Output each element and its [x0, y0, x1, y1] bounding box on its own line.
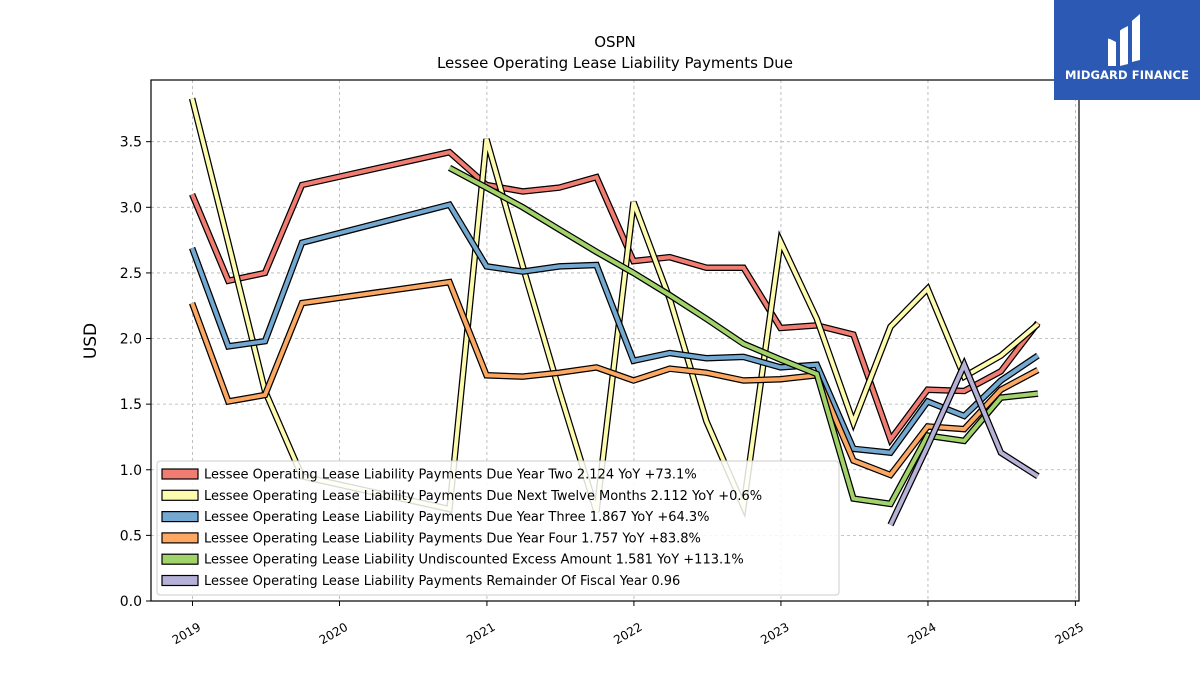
legend-swatch [161, 574, 199, 587]
y-axis: 0.0 0.5 1.0 1.5 2.0 2.5 3.0 3.5 [120, 135, 151, 610]
y-tick-label: 0.5 [120, 528, 142, 544]
y-tick-label: 2.0 [120, 332, 142, 348]
y-axis-label: USD [81, 323, 101, 359]
series-line-4 [190, 279, 1039, 478]
series-outline-1 [189, 148, 1041, 447]
plot-frame [150, 79, 1080, 602]
y-tick-label: 1.0 [120, 463, 142, 479]
y-tick-label: 2.5 [120, 266, 142, 282]
y-tick-label: 0.0 [120, 594, 142, 610]
legend-label: Lessee Operating Lease Liability Payment… [204, 489, 762, 504]
x-tick-label: 2019 [170, 620, 203, 647]
y-tick-label: 1.5 [120, 397, 142, 413]
logo-mark-icon [1107, 10, 1141, 66]
legend-label: Lessee Operating Lease Liability Payment… [204, 574, 680, 589]
legend-label: Lessee Operating Lease Liability Payment… [204, 468, 697, 483]
legend-label: Lessee Operating Lease Liability Payment… [204, 510, 710, 525]
series-line-3 [190, 202, 1040, 455]
series-line-6 [888, 359, 1039, 526]
legend-swatch [161, 532, 199, 544]
x-tick-label: 2021 [464, 620, 497, 647]
legend-swatch [161, 511, 199, 523]
x-tick-label: 2024 [905, 620, 938, 647]
legend-swatch [161, 553, 199, 565]
legend-box [156, 460, 840, 596]
legend-label: Lessee Operating Lease Liability Undisco… [204, 553, 744, 568]
x-tick-label: 2022 [611, 620, 644, 647]
company-logo: MIDGARD FINANCE [1054, 0, 1200, 100]
x-tick-label: 2020 [317, 620, 350, 647]
chart-subtitle: Lessee Operating Lease Liability Payment… [437, 54, 793, 72]
chart-title: OSPN [594, 33, 636, 51]
logo-text: MIDGARD FINANCE [1064, 68, 1190, 82]
legend-swatch [161, 468, 199, 480]
legend-swatch [161, 489, 199, 501]
series-line-1 [190, 150, 1040, 444]
legend-label: Lessee Operating Lease Liability Payment… [204, 531, 701, 546]
legend: Lessee Operating Lease Liability Payment… [156, 460, 840, 596]
x-tick-label: 2023 [758, 620, 791, 647]
x-tick-label: 2025 [1053, 620, 1086, 647]
y-tick-label: 3.5 [120, 135, 142, 151]
y-tick-label: 3.0 [120, 200, 142, 216]
x-axis: 2019 2020 2021 2022 2023 2024 2025 [170, 601, 1086, 647]
series-line-5 [448, 166, 1039, 507]
